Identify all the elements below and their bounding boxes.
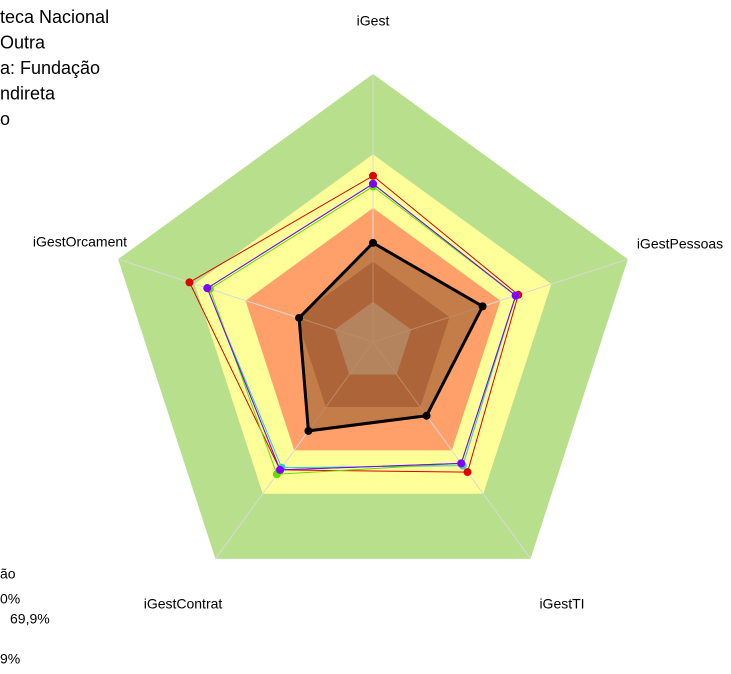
series-point — [295, 313, 304, 322]
series-point — [511, 291, 520, 300]
series-point — [422, 411, 431, 420]
axis-label: iGest — [357, 13, 390, 29]
series-point — [203, 284, 212, 293]
axis-label: iGestContrat — [144, 596, 223, 612]
footer-line: 69,9% — [10, 611, 50, 627]
series-point — [463, 468, 472, 477]
header-line: a: Fundação — [0, 58, 100, 78]
axis-label: iGestTI — [539, 596, 584, 612]
series-point — [185, 278, 194, 287]
series-line — [297, 240, 485, 433]
header-line: ndireta — [0, 83, 56, 103]
axis-label: iGestOrcament — [33, 234, 127, 250]
series-point — [304, 426, 313, 435]
header-line: teca Nacional — [0, 7, 109, 27]
series-point — [369, 179, 377, 188]
footer-line: 0% — [0, 591, 20, 607]
header-line: Outra — [0, 32, 46, 52]
series-point — [369, 238, 377, 247]
series-point — [457, 459, 466, 468]
series-point — [478, 302, 487, 311]
axis-label: iGestPessoas — [637, 236, 723, 252]
footer-line: ão — [0, 566, 16, 582]
header-line: o — [0, 109, 10, 129]
series-line — [206, 183, 517, 471]
series-line — [188, 175, 519, 473]
series-point — [276, 465, 285, 474]
series-point — [369, 171, 377, 180]
footer-line: 9% — [0, 651, 20, 667]
